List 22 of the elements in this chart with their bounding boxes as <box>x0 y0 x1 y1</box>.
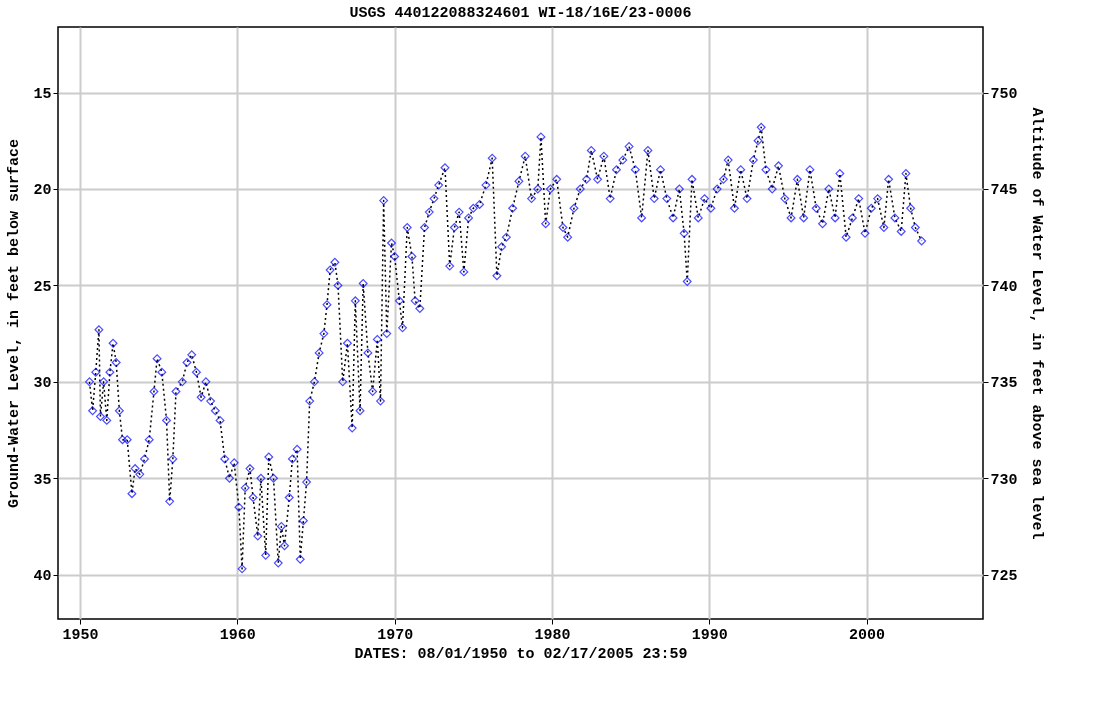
y-tick-label: 40 <box>33 568 52 586</box>
y-tick-label: 35 <box>33 471 52 489</box>
x-tick-label: 1990 <box>691 626 728 644</box>
y2-tick-label: 725 <box>990 568 1018 586</box>
x-axis-title: DATES: 08/01/1950 to 02/17/2005 23:59 <box>354 645 688 663</box>
x-tick-label: 1950 <box>62 626 99 644</box>
y2-tick-label: 750 <box>990 86 1018 104</box>
y2-tick-label: 745 <box>990 182 1018 200</box>
y-tick-label: 15 <box>33 86 52 104</box>
x-tick-label: 1970 <box>377 626 414 644</box>
x-tick-label: 1960 <box>219 626 256 644</box>
x-tick-label: 1980 <box>534 626 571 644</box>
chart-title: USGS 440122088324601 WI-18/16E/23-0006 <box>349 5 692 23</box>
y2-tick-label: 730 <box>990 471 1018 489</box>
y-axis-title: Ground-Water Level, in feet below surface <box>6 138 24 509</box>
y-tick-label: 30 <box>33 375 52 393</box>
y-tick-label: 20 <box>33 182 52 200</box>
y-tick-label: 25 <box>33 278 52 296</box>
y2-tick-label: 740 <box>990 278 1018 296</box>
y2-axis-title: Altitude of Water Level, in feet above sea level <box>1027 107 1045 540</box>
x-tick-label: 2000 <box>849 626 886 644</box>
y2-tick-label: 735 <box>990 375 1018 393</box>
